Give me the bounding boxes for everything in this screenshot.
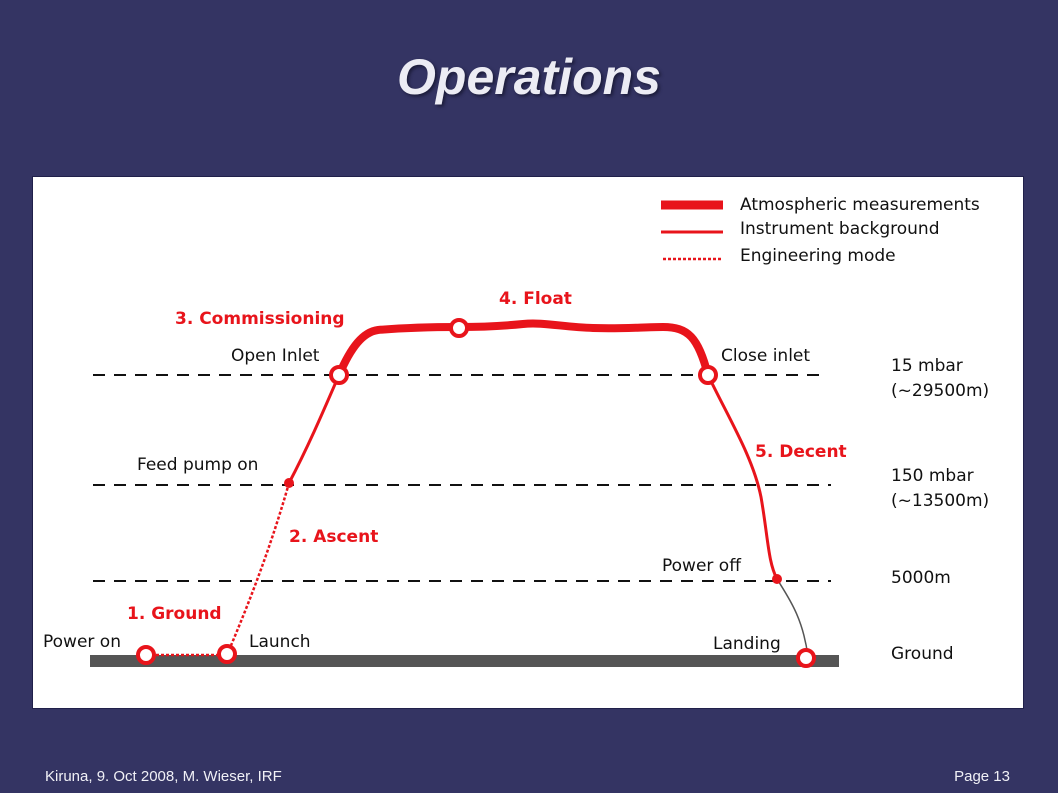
- event-launch-label: Launch: [249, 632, 311, 652]
- event-open-inlet-label: Open Inlet: [231, 346, 320, 366]
- marker-float: [449, 318, 469, 338]
- event-power-off-label: Power off: [662, 556, 742, 576]
- ground-bar: [90, 655, 839, 667]
- operations-diagram: Atmospheric measurements Instrument back…: [32, 176, 1024, 709]
- track-float: [335, 319, 712, 379]
- marker-open-inlet: [329, 365, 349, 385]
- legend-atmospheric-label: Atmospheric measurements: [740, 195, 980, 215]
- footer-left: Kiruna, 9. Oct 2008, M. Wieser, IRF: [45, 768, 282, 785]
- level-15mbar-alt-label: (~29500m): [891, 381, 989, 401]
- event-close-inlet-label: Close inlet: [721, 346, 810, 366]
- track-parachute: [776, 578, 809, 658]
- track-commissioning: [287, 374, 341, 484]
- event-landing-label: Landing: [713, 634, 781, 654]
- phase-decent-label: 5. Decent: [755, 442, 847, 462]
- phase-ascent-label: 2. Ascent: [289, 527, 378, 547]
- legend-background-label: Instrument background: [740, 219, 939, 239]
- phase-commissioning-label: 3. Commissioning: [175, 309, 345, 329]
- slide-title: Operations: [397, 49, 661, 105]
- level-150mbar-alt-label: (~13500m): [891, 491, 989, 511]
- event-feed-pump-label: Feed pump on: [137, 455, 258, 475]
- marker-launch: [217, 644, 237, 664]
- marker-landing: [796, 648, 816, 668]
- marker-feed-pump-on: [284, 478, 294, 488]
- level-ground-label: Ground: [891, 644, 954, 664]
- footer-page-number: Page 13: [954, 768, 1010, 785]
- phase-ground-label: 1. Ground: [127, 604, 222, 624]
- marker-power-off: [772, 574, 782, 584]
- phase-float-label: 4. Float: [499, 289, 572, 309]
- track-decent: [706, 374, 779, 580]
- level-15mbar-label: 15 mbar: [891, 356, 963, 376]
- legend-engineering-label: Engineering mode: [740, 246, 896, 266]
- level-5000m-label: 5000m: [891, 568, 951, 588]
- event-power-on-label: Power on: [43, 632, 121, 652]
- marker-power-on: [136, 645, 156, 665]
- marker-close-inlet: [698, 365, 718, 385]
- level-150mbar-label: 150 mbar: [891, 466, 974, 486]
- track-ascent: [225, 482, 291, 656]
- legend: Atmospheric measurements Instrument back…: [661, 195, 980, 266]
- diagram-canvas: Atmospheric measurements Instrument back…: [43, 195, 989, 668]
